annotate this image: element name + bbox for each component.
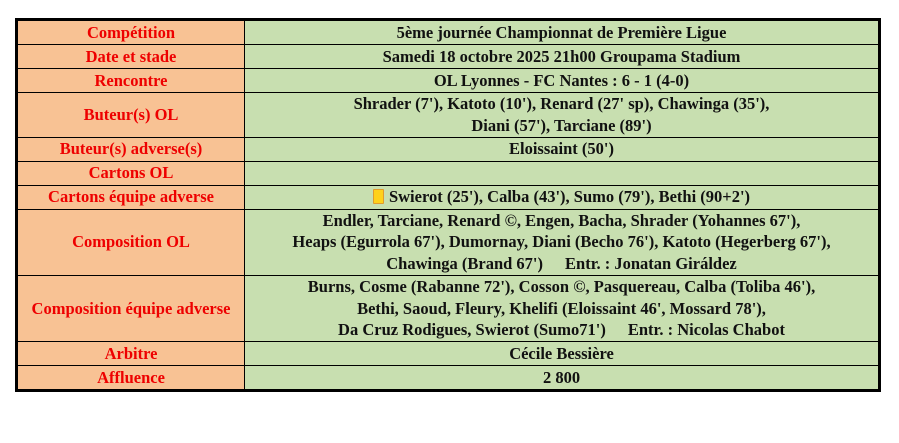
row-value-cartons-ol — [244, 160, 880, 186]
table-row: Date et stade Samedi 18 octobre 2025 21h0… — [16, 44, 880, 69]
row-value-affluence: 2 800 — [244, 365, 880, 392]
row-value-arbitre: Cécile Bessière — [244, 341, 880, 367]
table-row: Rencontre OL Lyonnes - FC Nantes : 6 - 1 … — [16, 68, 880, 93]
row-value-buteur-s-adverse-s: Eloissaint (50') — [244, 136, 880, 162]
value-line: 5ème journée Championnat de Première Lig… — [245, 22, 878, 44]
value-text: Da Cruz Rodigues, Swierot (Sumo71') — [338, 320, 606, 340]
row-value-composition-equipe-adverse: Burns, Cosme (Rabanne 72'), Cosson ©, Pa… — [244, 274, 880, 343]
table-row: Cartons équipe adverse Swierot (25'), Cal… — [16, 184, 880, 210]
row-label-competition: Compétition — [16, 19, 245, 45]
row-value-composition-ol: Endler, Tarciane, Renard ©, Engen, Bacha… — [244, 208, 880, 276]
row-label-composition-equipe-adverse: Composition équipe adverse — [16, 274, 245, 343]
yellow-card-icon — [372, 189, 384, 205]
row-label-cartons-ol: Cartons OL — [16, 160, 245, 186]
table-row: Cartons OL — [16, 160, 880, 186]
value-text: Diani (57'), Tarciane (89') — [471, 115, 652, 135]
value-text: Swierot (25'), Calba (43'), Sumo (79'), … — [388, 187, 751, 207]
match-report-body: Compétition 5ème journée Championnat de P… — [16, 19, 880, 392]
table-row: Buteur(s) adverse(s) Eloissaint (50') — [16, 136, 880, 162]
value-line: Bethi, Saoud, Fleury, Khelifi (Eloissain… — [245, 298, 878, 320]
row-value-competition: 5ème journée Championnat de Première Lig… — [244, 19, 880, 45]
row-label-cartons-equipe-adverse: Cartons équipe adverse — [16, 184, 245, 210]
value-text: 2 800 — [542, 367, 581, 387]
row-label-arbitre: Arbitre — [16, 341, 245, 367]
match-report-table: Compétition 5ème journée Championnat de P… — [15, 18, 881, 393]
row-label-rencontre: Rencontre — [16, 68, 245, 93]
table-row: Buteur(s) OL Shrader (7'), Katoto (10'), … — [16, 92, 880, 138]
value-line: Burns, Cosme (Rabanne 72'), Cosson ©, Pa… — [245, 276, 878, 298]
value-text: Samedi 18 octobre 2025 21h00 Groupama St… — [382, 46, 741, 66]
value-text: Heaps (Egurrola 67'), Dumornay, Diani (B… — [292, 232, 831, 252]
value-line: Eloissaint (50') — [245, 138, 878, 160]
row-label-date-et-stade: Date et stade — [16, 44, 245, 69]
value-text: OL Lyonnes - FC Nantes : 6 - 1 (4-0) — [433, 70, 690, 90]
value-line: Swierot (25'), Calba (43'), Sumo (79'), … — [245, 186, 878, 208]
value-line: OL Lyonnes - FC Nantes : 6 - 1 (4-0) — [245, 70, 878, 92]
row-label-buteur-s-ol: Buteur(s) OL — [16, 92, 245, 138]
value-line: Diani (57'), Tarciane (89') — [245, 115, 878, 137]
row-label-buteur-s-adverse-s: Buteur(s) adverse(s) — [16, 136, 245, 162]
value-text: Shrader (7'), Katoto (10'), Renard (27' … — [353, 94, 770, 113]
value-text: Eloissaint (50') — [509, 139, 614, 159]
row-label-composition-ol: Composition OL — [16, 208, 245, 276]
row-value-date-et-stade: Samedi 18 octobre 2025 21h00 Groupama St… — [244, 44, 880, 69]
value-line: Heaps (Egurrola 67'), Dumornay, Diani (B… — [245, 231, 878, 253]
table-row: Arbitre Cécile Bessière — [16, 341, 880, 367]
value-line: Chawinga (Brand 67') Entr. : Jonatan Girá… — [245, 253, 878, 275]
value-text: Burns, Cosme (Rabanne 72'), Cosson ©, Pa… — [307, 276, 816, 296]
value-text: Chawinga (Brand 67') — [386, 254, 544, 274]
row-value-cartons-equipe-adverse: Swierot (25'), Calba (43'), Sumo (79'), … — [244, 184, 880, 210]
row-value-buteur-s-ol: Shrader (7'), Katoto (10'), Renard (27' … — [244, 92, 880, 138]
coach-label: Entr. : Nicolas Chabot — [627, 320, 785, 340]
row-label-affluence: Affluence — [16, 365, 245, 392]
coach-label: Entr. : Jonatan Giráldez — [565, 254, 737, 274]
table-row: Composition équipe adverse Burns, Cosme (… — [16, 274, 880, 343]
row-value-rencontre: OL Lyonnes - FC Nantes : 6 - 1 (4-0) — [244, 68, 880, 93]
table-row: Composition OL Endler, Tarciane, Renard ©… — [16, 208, 880, 276]
value-line: Endler, Tarciane, Renard ©, Engen, Bacha… — [245, 210, 878, 232]
value-line — [245, 164, 878, 183]
value-line: Shrader (7'), Katoto (10'), Renard (27' … — [245, 93, 878, 115]
value-text: Bethi, Saoud, Fleury, Khelifi (Eloissain… — [357, 298, 766, 318]
value-text: Cécile Bessière — [509, 343, 614, 363]
value-text: 5ème journée Championnat de Première Lig… — [396, 22, 727, 42]
value-line: Samedi 18 octobre 2025 21h00 Groupama St… — [245, 46, 878, 68]
value-text: Endler, Tarciane, Renard ©, Engen, Bacha… — [322, 210, 801, 230]
table-row: Compétition 5ème journée Championnat de P… — [16, 19, 880, 45]
table-row: Affluence 2 800 — [16, 365, 880, 392]
value-line: 2 800 — [245, 367, 878, 389]
value-line: Cécile Bessière — [245, 343, 878, 365]
value-line: Da Cruz Rodigues, Swierot (Sumo71') Entr.… — [245, 319, 878, 341]
